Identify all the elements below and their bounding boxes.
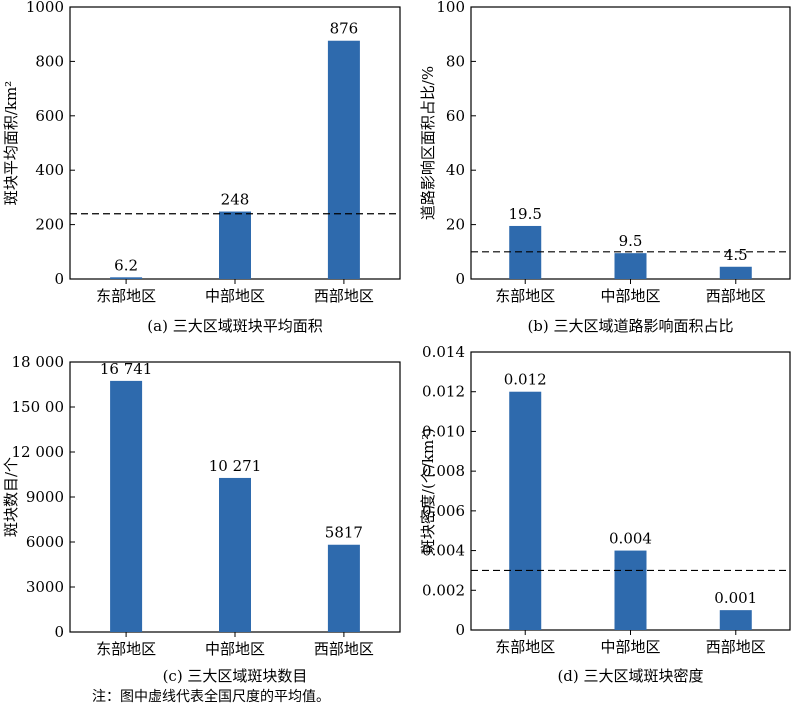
y-tick-label: 80	[446, 52, 465, 70]
y-tick-label: 0.002	[422, 581, 465, 599]
panel-caption: (c) 三大区域斑块数目	[163, 667, 308, 685]
y-tick-label: 0	[54, 623, 64, 641]
y-axis-title: 道路影响区面积占比/%	[419, 66, 437, 220]
bar-2	[219, 211, 251, 279]
y-tick-label: 0.012	[422, 383, 465, 401]
y-tick-label: 3000	[26, 578, 64, 596]
bar-value-label: 6.2	[114, 256, 138, 274]
bar-value-label: 16 741	[100, 360, 153, 378]
y-tick-label: 9000	[26, 488, 64, 506]
x-category-label: 东部地区	[96, 640, 156, 658]
bar-3	[327, 544, 360, 632]
bar-1	[509, 225, 542, 279]
x-category-label: 东部地区	[495, 287, 555, 305]
y-tick-label: 0.006	[422, 502, 465, 520]
y-tick-label: 12 000	[12, 443, 65, 461]
x-category-label: 东部地区	[96, 287, 156, 305]
bar-value-label: 19.5	[509, 205, 542, 223]
bar-value-label: 0.012	[504, 371, 547, 389]
bar-1	[110, 277, 143, 279]
y-axis-title: 斑块平均面积/km²	[2, 81, 20, 205]
bar-value-label: 9.5	[619, 232, 643, 250]
bar-3	[719, 266, 752, 279]
x-category-label: 西部地区	[314, 287, 374, 305]
x-category-label: 中部地区	[205, 640, 265, 658]
y-tick-label: 0	[455, 270, 465, 288]
bar-value-label: 10 271	[209, 457, 262, 475]
y-axis-title: 斑块密度/(个/km²)	[419, 428, 437, 554]
panel-caption: (b) 三大区域道路影响面积占比	[527, 317, 733, 335]
bar-2	[219, 477, 251, 632]
panel-caption: (a) 三大区域斑块平均面积	[147, 317, 322, 335]
x-category-label: 西部地区	[706, 638, 766, 656]
y-tick-label: 200	[35, 216, 64, 234]
bar-3	[719, 610, 752, 630]
bar-value-label: 876	[330, 20, 359, 38]
y-tick-label: 1000	[26, 0, 64, 16]
bar-value-label: 0.001	[714, 589, 757, 607]
x-category-label: 中部地区	[600, 287, 660, 305]
x-category-label: 西部地区	[314, 640, 374, 658]
footnote: 注：图中虚线代表全国尺度的平均值。	[92, 689, 330, 705]
y-tick-label: 60	[446, 107, 465, 125]
y-tick-label: 18 000	[12, 353, 65, 371]
y-tick-label: 0	[54, 270, 64, 288]
x-category-label: 中部地区	[600, 638, 660, 656]
y-tick-label: 400	[35, 161, 64, 179]
y-tick-label: 600	[35, 107, 64, 125]
panel-caption: (d) 三大区域斑块密度	[557, 667, 703, 685]
bar-value-label: 5817	[325, 524, 363, 542]
bar-1	[509, 391, 542, 630]
bar-2	[614, 550, 647, 630]
bar-1	[110, 380, 143, 632]
y-tick-label: 0	[455, 621, 465, 639]
y-tick-label: 0.004	[422, 542, 465, 560]
x-category-label: 西部地区	[706, 287, 766, 305]
y-axis-title: 斑块数目/个	[2, 457, 20, 537]
bar-value-label: 4.5	[724, 246, 748, 264]
bar-2	[614, 253, 647, 279]
bar-value-label: 0.004	[609, 530, 652, 548]
bar-value-label: 248	[221, 191, 250, 209]
y-tick-label: 800	[35, 52, 64, 70]
y-tick-label: 0.008	[422, 462, 465, 480]
bar-3	[327, 40, 360, 280]
x-category-label: 中部地区	[205, 287, 265, 305]
y-tick-label: 6000	[26, 533, 64, 551]
y-tick-label: 40	[446, 161, 465, 179]
x-category-label: 东部地区	[495, 638, 555, 656]
y-tick-label: 0.010	[422, 422, 465, 440]
y-tick-label: 0.014	[422, 343, 465, 361]
y-tick-label: 150 00	[12, 398, 65, 416]
y-tick-label: 20	[446, 216, 465, 234]
y-tick-label: 100	[436, 0, 465, 16]
